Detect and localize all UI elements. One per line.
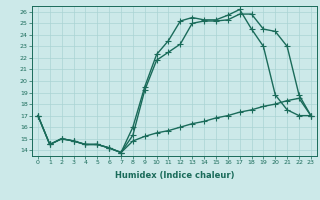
X-axis label: Humidex (Indice chaleur): Humidex (Indice chaleur) bbox=[115, 171, 234, 180]
